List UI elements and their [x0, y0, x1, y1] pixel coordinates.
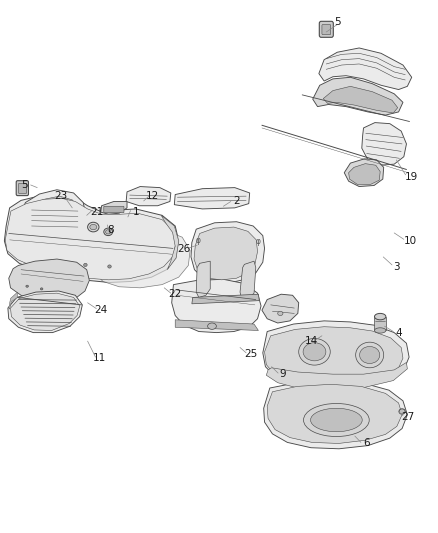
Ellipse shape: [304, 403, 369, 437]
Ellipse shape: [374, 328, 386, 333]
FancyBboxPatch shape: [322, 25, 331, 35]
Ellipse shape: [374, 313, 386, 320]
Ellipse shape: [278, 311, 283, 316]
FancyBboxPatch shape: [104, 206, 124, 213]
Text: φ: φ: [256, 238, 261, 246]
Ellipse shape: [88, 222, 99, 232]
Polygon shape: [362, 123, 406, 165]
Text: 5: 5: [334, 18, 341, 27]
Text: φ: φ: [195, 237, 201, 245]
Polygon shape: [265, 327, 403, 386]
Polygon shape: [25, 196, 81, 237]
Text: 2: 2: [233, 197, 240, 206]
Text: 9: 9: [279, 369, 286, 379]
Polygon shape: [323, 86, 398, 113]
Ellipse shape: [303, 343, 326, 361]
Text: 27: 27: [402, 412, 415, 422]
Polygon shape: [175, 320, 258, 330]
Text: 6: 6: [363, 439, 370, 448]
Polygon shape: [240, 261, 256, 300]
Ellipse shape: [84, 263, 87, 266]
Ellipse shape: [399, 409, 405, 414]
Text: 24: 24: [94, 305, 107, 315]
Text: 11: 11: [93, 353, 106, 363]
FancyBboxPatch shape: [16, 181, 28, 196]
Ellipse shape: [104, 228, 113, 236]
Polygon shape: [319, 48, 412, 90]
Text: 10: 10: [403, 236, 417, 246]
Ellipse shape: [360, 346, 380, 364]
Ellipse shape: [208, 323, 216, 329]
Polygon shape: [262, 294, 299, 323]
Text: 19: 19: [405, 172, 418, 182]
Polygon shape: [101, 201, 127, 214]
Polygon shape: [191, 222, 265, 282]
Polygon shape: [9, 292, 18, 309]
Polygon shape: [196, 261, 210, 297]
Polygon shape: [11, 293, 80, 330]
Ellipse shape: [299, 338, 330, 365]
Polygon shape: [92, 227, 190, 288]
Ellipse shape: [26, 285, 28, 287]
Polygon shape: [161, 215, 179, 270]
Text: 21: 21: [91, 207, 104, 217]
Polygon shape: [349, 164, 380, 184]
Ellipse shape: [108, 265, 111, 268]
Ellipse shape: [40, 288, 43, 290]
Polygon shape: [266, 362, 407, 390]
Polygon shape: [20, 190, 86, 239]
Text: 5: 5: [21, 180, 28, 190]
Polygon shape: [9, 259, 89, 302]
Text: 8: 8: [107, 225, 114, 235]
FancyBboxPatch shape: [319, 21, 333, 37]
FancyBboxPatch shape: [18, 183, 27, 193]
Ellipse shape: [106, 230, 111, 234]
Polygon shape: [192, 294, 259, 304]
Text: 22: 22: [169, 289, 182, 299]
Polygon shape: [172, 279, 261, 333]
Polygon shape: [264, 381, 407, 449]
Polygon shape: [194, 227, 258, 280]
Text: 25: 25: [244, 350, 257, 359]
Text: 4: 4: [395, 328, 402, 337]
Text: 14: 14: [305, 336, 318, 346]
Bar: [374, 317, 386, 330]
Polygon shape: [5, 198, 176, 280]
Text: 3: 3: [393, 262, 400, 271]
Text: 23: 23: [54, 191, 67, 200]
Polygon shape: [313, 77, 403, 115]
Polygon shape: [267, 384, 402, 443]
Polygon shape: [174, 188, 250, 209]
Text: 12: 12: [146, 191, 159, 201]
Text: 1: 1: [132, 207, 139, 217]
Text: 26: 26: [177, 245, 191, 254]
Polygon shape: [263, 321, 409, 388]
Ellipse shape: [90, 224, 97, 230]
Polygon shape: [8, 291, 82, 333]
Ellipse shape: [311, 408, 362, 432]
Ellipse shape: [356, 342, 384, 368]
Polygon shape: [344, 159, 384, 187]
Polygon shape: [126, 187, 171, 206]
Polygon shape: [4, 194, 179, 282]
